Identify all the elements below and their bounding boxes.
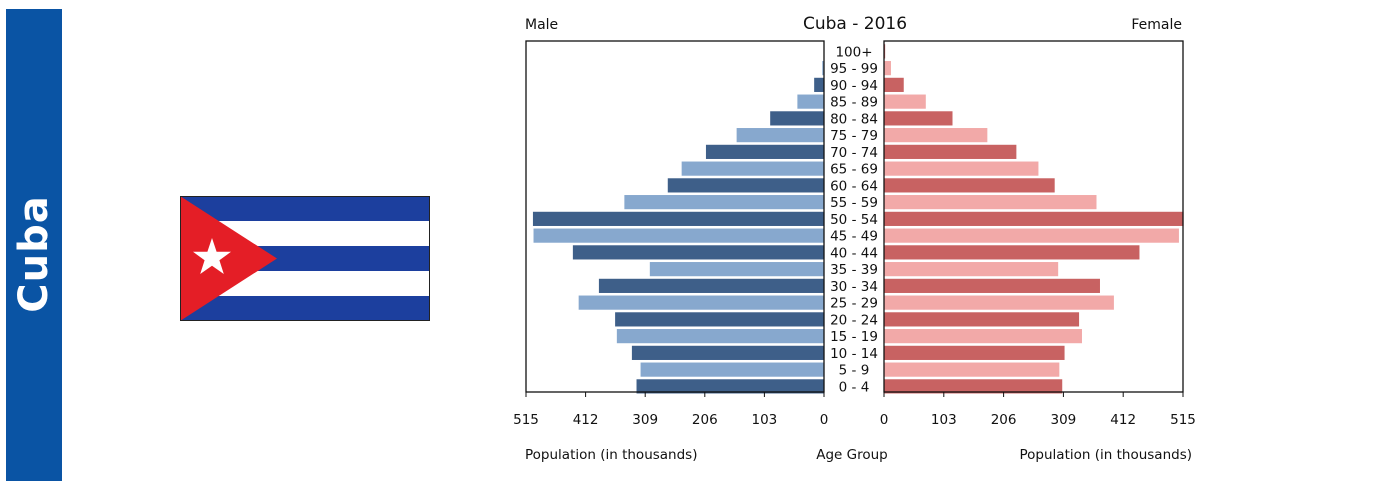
male-bar bbox=[624, 195, 824, 210]
age-group-label: 35 - 39 bbox=[830, 262, 878, 278]
male-bar bbox=[532, 211, 824, 226]
female-bars bbox=[884, 44, 1184, 394]
male-bar bbox=[736, 128, 824, 143]
age-group-label: 25 - 29 bbox=[830, 296, 878, 312]
age-group-label: 20 - 24 bbox=[830, 312, 878, 328]
male-bar bbox=[578, 295, 824, 310]
male-bar bbox=[667, 178, 824, 193]
age-group-label: 55 - 59 bbox=[830, 195, 878, 211]
female-bar bbox=[884, 111, 953, 126]
x-tick-label: 206 bbox=[692, 412, 718, 428]
x-tick-label: 515 bbox=[513, 412, 539, 428]
age-group-label: 95 - 99 bbox=[830, 61, 878, 77]
age-group-label: 15 - 19 bbox=[830, 329, 878, 345]
age-group-axis-label: Age Group bbox=[816, 447, 888, 463]
population-pyramid-chart: Male Cuba - 2016 Female 0 - 45 - 910 - 1… bbox=[513, 14, 1196, 463]
female-bar bbox=[884, 278, 1100, 293]
female-bar bbox=[884, 362, 1060, 377]
country-title: Cuba bbox=[11, 195, 57, 313]
female-bar bbox=[884, 245, 1140, 260]
female-bar bbox=[884, 228, 1179, 243]
chart-title: Cuba - 2016 bbox=[803, 14, 907, 34]
male-bar bbox=[636, 379, 824, 394]
male-bar bbox=[640, 362, 824, 377]
female-bar bbox=[884, 94, 926, 109]
female-bar bbox=[884, 211, 1184, 226]
male-bar bbox=[814, 77, 824, 92]
male-bar bbox=[598, 278, 824, 293]
x-tick-label: 412 bbox=[1110, 412, 1136, 428]
female-bar bbox=[884, 144, 1017, 159]
female-bar bbox=[884, 262, 1059, 277]
male-bar bbox=[649, 262, 824, 277]
x-tick-label: 206 bbox=[991, 412, 1017, 428]
age-group-label: 75 - 79 bbox=[830, 128, 878, 144]
female-bar bbox=[884, 312, 1080, 327]
male-label: Male bbox=[525, 17, 558, 33]
age-group-label: 90 - 94 bbox=[830, 78, 878, 94]
cuba-flag bbox=[180, 196, 430, 321]
x-tick-label: 103 bbox=[931, 412, 957, 428]
male-bar bbox=[681, 161, 824, 176]
x-tick-label: 515 bbox=[1170, 412, 1196, 428]
female-bar bbox=[884, 329, 1082, 344]
age-group-label: 5 - 9 bbox=[839, 363, 870, 379]
female-bar bbox=[884, 61, 891, 76]
age-group-label: 100+ bbox=[835, 44, 872, 60]
x-tick-label: 309 bbox=[1051, 412, 1077, 428]
female-bar bbox=[884, 77, 904, 92]
age-group-label: 65 - 69 bbox=[830, 162, 878, 178]
flag-red-triangle bbox=[180, 196, 277, 321]
age-group-label: 60 - 64 bbox=[830, 178, 878, 194]
age-group-label: 0 - 4 bbox=[839, 379, 870, 395]
female-label: Female bbox=[1131, 17, 1182, 33]
female-bar bbox=[884, 345, 1065, 360]
side-banner: Cuba bbox=[6, 9, 62, 481]
star-icon bbox=[193, 238, 231, 274]
male-bars bbox=[532, 44, 824, 394]
male-bar bbox=[705, 144, 824, 159]
male-bar bbox=[533, 228, 824, 243]
flag-border bbox=[180, 196, 430, 321]
female-bar bbox=[884, 161, 1039, 176]
age-group-label: 45 - 49 bbox=[830, 229, 878, 245]
male-bar bbox=[616, 329, 824, 344]
male-bar bbox=[822, 61, 824, 76]
x-tick-label: 0 bbox=[820, 412, 829, 428]
x-tick-label: 412 bbox=[573, 412, 599, 428]
male-bar bbox=[797, 94, 824, 109]
female-bar bbox=[884, 195, 1097, 210]
age-group-label: 85 - 89 bbox=[830, 95, 878, 111]
male-bar bbox=[770, 111, 824, 126]
male-x-axis-ticks: 515 412 309 206 103 0 bbox=[513, 392, 828, 428]
female-bar bbox=[884, 128, 988, 143]
female-plot-frame bbox=[883, 40, 1184, 393]
female-bar bbox=[884, 379, 1063, 394]
x-tick-label: 103 bbox=[752, 412, 778, 428]
age-group-label: 30 - 34 bbox=[830, 279, 878, 295]
female-x-axis-label: Population (in thousands) bbox=[1020, 447, 1192, 463]
age-group-label: 70 - 74 bbox=[830, 145, 878, 161]
female-bar bbox=[884, 178, 1055, 193]
female-x-axis-ticks: 0 103 206 309 412 515 bbox=[880, 392, 1196, 428]
male-x-axis-label: Population (in thousands) bbox=[525, 447, 697, 463]
age-group-label: 50 - 54 bbox=[830, 212, 878, 228]
male-bar bbox=[631, 345, 824, 360]
female-bar bbox=[884, 295, 1114, 310]
age-group-label: 10 - 14 bbox=[830, 346, 878, 362]
age-group-label: 40 - 44 bbox=[830, 245, 878, 261]
x-tick-label: 0 bbox=[880, 412, 889, 428]
male-plot-frame bbox=[525, 40, 825, 393]
male-bar bbox=[615, 312, 824, 327]
age-group-label: 80 - 84 bbox=[830, 111, 878, 127]
male-bar bbox=[572, 245, 824, 260]
x-tick-label: 309 bbox=[632, 412, 658, 428]
